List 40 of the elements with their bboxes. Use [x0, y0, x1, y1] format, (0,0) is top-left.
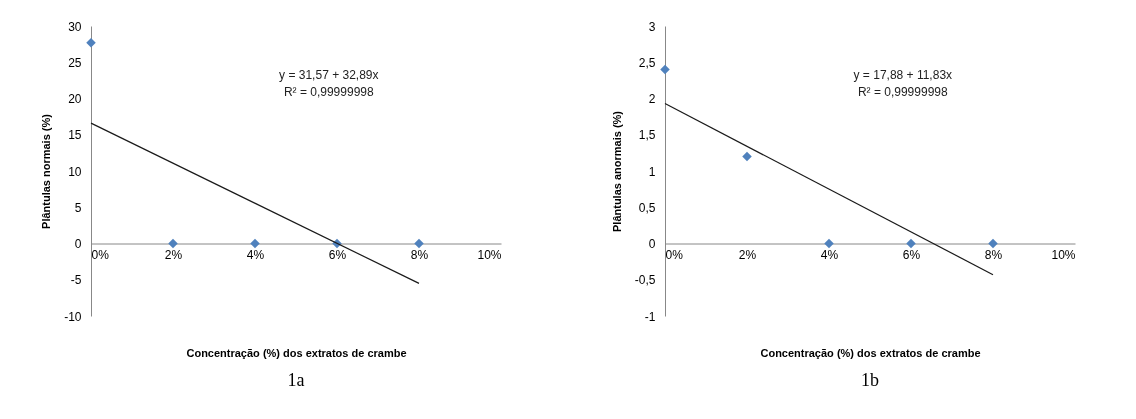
y-tick-label: 30 — [68, 19, 82, 34]
y-tick-label: 3 — [648, 19, 656, 34]
y-tick-label: 15 — [68, 128, 82, 143]
y-tick-label: 1 — [648, 164, 656, 179]
x-tick-label: 10% — [477, 248, 502, 262]
x-tick-label: 8% — [984, 248, 1003, 262]
x-tick-label: 0% — [665, 248, 684, 262]
y-tick-label: 5 — [74, 200, 82, 215]
y-tick-label: 0,5 — [638, 200, 656, 215]
y-axis-title: Plântulas anormais (%) — [610, 110, 623, 233]
y-tick-label: 2 — [648, 92, 656, 106]
annotation: y = 17,88 + 11,83x — [853, 68, 953, 83]
y-tick-label: 0 — [648, 237, 656, 251]
y-tick-label: -0,5 — [634, 273, 656, 288]
y-tick-label: 0 — [74, 237, 82, 251]
x-tick-label: 6% — [328, 248, 347, 262]
x-tick-label: 0% — [91, 248, 110, 262]
annotation: R² = 0,99999998 — [857, 85, 948, 100]
annotation: y = 31,57 + 32,89x — [279, 68, 379, 83]
y-tick-label: -10 — [64, 309, 82, 324]
x-tick-label: 4% — [246, 248, 265, 262]
y-tick-label: 1,5 — [638, 128, 656, 143]
text: 1a — [287, 370, 305, 390]
y-tick-label: 10 — [68, 164, 82, 179]
y-tick-label: -5 — [70, 273, 82, 288]
text: 1b — [861, 370, 879, 390]
x-tick-label: 2% — [738, 248, 757, 262]
x-tick-label: 10% — [1051, 248, 1076, 262]
x-axis-title: Concentração (%) dos extratos de crambe — [186, 346, 407, 359]
x-tick-label: 8% — [410, 248, 429, 262]
y-tick-label: 25 — [68, 55, 82, 70]
x-tick-label: 2% — [164, 248, 183, 262]
x-tick-label: 4% — [820, 248, 839, 262]
annotation: R² = 0,99999998 — [283, 85, 374, 100]
x-axis-title: Concentração (%) dos extratos de crambe — [760, 346, 981, 359]
y-axis-title: Plântulas normais (%) — [40, 113, 53, 229]
y-tick-label: 20 — [68, 92, 82, 106]
y-tick-label: 2,5 — [638, 55, 656, 70]
y-tick-label: -1 — [644, 309, 656, 324]
x-tick-label: 6% — [902, 248, 921, 262]
